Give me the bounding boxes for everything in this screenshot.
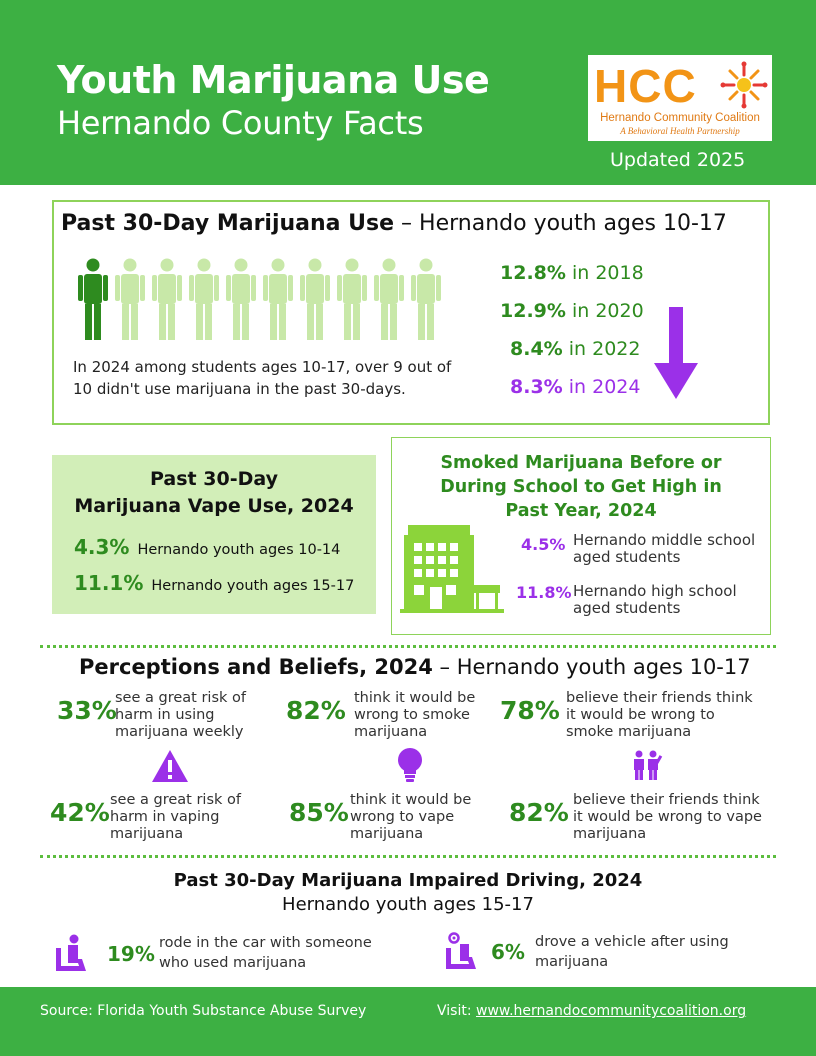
trend-2020: 12.9% in 2020 bbox=[500, 300, 644, 322]
vape-row-10-14: 4.3% Hernando youth ages 10-14 bbox=[74, 535, 341, 559]
person-icon bbox=[337, 258, 367, 340]
percept-label-2: think it would be wrong to smoke marijua… bbox=[354, 690, 476, 740]
person-icon-highlighted bbox=[78, 258, 108, 340]
person-icon bbox=[411, 258, 441, 340]
person-icon bbox=[300, 258, 330, 340]
driver-icon bbox=[446, 932, 476, 969]
percept-value-3: 78% bbox=[500, 696, 560, 725]
school-middle-label: Hernando middle school aged students bbox=[573, 531, 756, 566]
person-icon bbox=[374, 258, 404, 340]
percept-label-5: think it would be wrong to vape marijuan… bbox=[350, 792, 472, 842]
passenger-seat-icon bbox=[56, 934, 86, 971]
percept-label-4: see a great risk of harm in vaping marij… bbox=[110, 792, 241, 842]
page-subtitle: Hernando County Facts bbox=[57, 104, 424, 142]
driving-label-2: drove a vehicle after using marijuana bbox=[535, 934, 729, 970]
trend-2024: 8.3% in 2024 bbox=[510, 376, 641, 398]
past-30-day-note: In 2024 among students ages 10-17, over … bbox=[73, 358, 452, 398]
driving-label-1: rode in the car with someone who used mar… bbox=[159, 935, 372, 971]
website-link[interactable]: www.hernandocommunitycoalition.org bbox=[476, 1003, 747, 1019]
school-use-title: Smoked Marijuana Before or During School… bbox=[440, 453, 722, 521]
driving-value-1: 19% bbox=[107, 942, 155, 966]
visit-line: Visit: www.hernandocommunitycoalition.or… bbox=[437, 1003, 747, 1019]
person-icon bbox=[189, 258, 219, 340]
percept-value-4: 42% bbox=[50, 798, 110, 827]
friends-icon bbox=[634, 750, 663, 780]
hcc-logo: HCC Hernando Community Coalition A Behav… bbox=[588, 55, 772, 141]
school-building-icon bbox=[400, 525, 504, 613]
driving-subtitle: Hernando youth ages 15-17 bbox=[282, 894, 534, 915]
vape-use-title: Past 30-Day Marijuana Vape Use, 2024 bbox=[74, 468, 354, 517]
warning-icon bbox=[152, 750, 188, 782]
vape-row-15-17: 11.1% Hernando youth ages 15-17 bbox=[74, 571, 355, 595]
school-use-panel bbox=[391, 437, 771, 635]
page-title: Youth Marijuana Use bbox=[57, 58, 490, 102]
logo-abbr: HCC bbox=[594, 60, 697, 112]
vape-use-panel bbox=[52, 455, 376, 614]
down-arrow-icon bbox=[654, 307, 698, 399]
people-pictogram bbox=[78, 258, 441, 340]
percept-value-6: 82% bbox=[509, 798, 569, 827]
person-icon bbox=[226, 258, 256, 340]
person-icon bbox=[263, 258, 293, 340]
logo-people-burst-icon bbox=[720, 61, 768, 109]
trend-2018: 12.8% in 2018 bbox=[500, 262, 644, 284]
trend-2022: 8.4% in 2022 bbox=[510, 338, 641, 360]
person-icon bbox=[152, 258, 182, 340]
section-divider-2 bbox=[40, 855, 776, 858]
logo-tagline: A Behavioral Health Partnership bbox=[620, 126, 740, 136]
past-30-day-use-panel bbox=[52, 200, 770, 425]
footer-banner bbox=[0, 987, 816, 1056]
percept-label-1: see a great risk of harm in using mariju… bbox=[115, 690, 246, 740]
perceptions-title: Perceptions and Beliefs, 2024 – Hernando… bbox=[79, 655, 751, 679]
driving-value-2: 6% bbox=[491, 940, 525, 964]
percept-label-6: believe their friends think it would be … bbox=[573, 792, 762, 842]
past-30-day-use-title: Past 30-Day Marijuana Use – Hernando you… bbox=[61, 211, 727, 236]
school-high-value: 11.8% bbox=[516, 583, 572, 602]
percept-value-5: 85% bbox=[289, 798, 349, 827]
driving-title: Past 30-Day Marijuana Impaired Driving, … bbox=[173, 870, 643, 891]
percept-label-3: believe their friends think it would be … bbox=[566, 690, 753, 740]
person-icon bbox=[115, 258, 145, 340]
school-high-label: Hernando high school aged students bbox=[573, 582, 737, 617]
logo-org-name: Hernando Community Coalition bbox=[600, 112, 760, 124]
updated-label: Updated 2025 bbox=[610, 149, 746, 171]
section-divider bbox=[40, 645, 776, 648]
percept-value-2: 82% bbox=[286, 696, 346, 725]
school-middle-value: 4.5% bbox=[521, 535, 566, 554]
percept-value-1: 33% bbox=[57, 696, 117, 725]
lightbulb-icon bbox=[398, 748, 422, 782]
source-citation: Source: Florida Youth Substance Abuse Su… bbox=[40, 1003, 367, 1019]
